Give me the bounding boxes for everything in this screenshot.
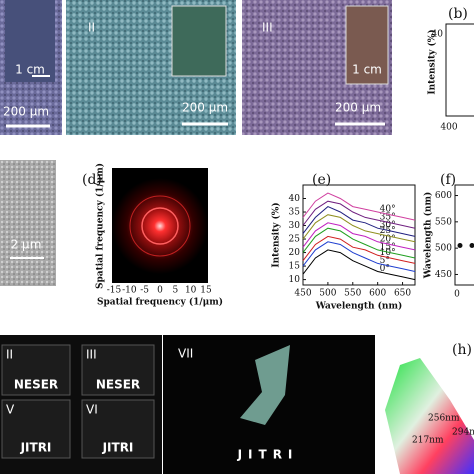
curve <box>302 222 416 251</box>
panel-label: (f) <box>440 172 456 188</box>
axis-label: Intensity (%) <box>271 202 282 267</box>
x-tick-label: 5 <box>172 286 178 296</box>
scale-label: 1 cm <box>15 63 45 77</box>
x-tick-label: 650 <box>394 289 411 299</box>
x-tick-label: -10 <box>122 286 137 296</box>
plot-frame <box>454 184 474 286</box>
y-tick-label: 550 <box>435 217 452 227</box>
plot-frame <box>445 23 474 117</box>
scale-label: 200 μm <box>182 101 228 115</box>
x-tick-label: 600 <box>369 289 386 299</box>
logo-photos: II NESER III NESER V JITRI VI JITRI VII JITRI <box>1 344 299 462</box>
curve <box>302 200 416 229</box>
point <box>457 243 463 249</box>
logo-photo <box>81 344 155 396</box>
scale-label: 1 cm <box>352 63 382 77</box>
curve-label: 35° <box>380 213 396 223</box>
sem-image <box>0 160 56 286</box>
x-tick-label: 0 <box>454 290 460 300</box>
logo-photo <box>1 399 71 459</box>
curve-label: 25° <box>380 226 396 236</box>
y-tick-label: 20 <box>289 248 301 258</box>
curve-label: 10° <box>380 248 396 258</box>
curve <box>302 235 416 264</box>
panel-label: (d) <box>82 172 102 188</box>
x-tick-label: 550 <box>344 289 361 299</box>
sample-photo <box>345 5 389 85</box>
fft-pattern <box>112 178 208 274</box>
curve <box>302 214 416 243</box>
annotation: 294nm <box>452 428 474 438</box>
logo-text: NESER <box>96 378 140 392</box>
curve-label: 20° <box>380 234 396 244</box>
panel-label: V <box>6 403 15 417</box>
panel-label: (h) <box>452 342 472 358</box>
panel-label: II <box>6 348 13 362</box>
panel-label: III <box>262 21 273 35</box>
annotation: 256nm <box>428 414 460 424</box>
axis-label: Spatial frequency (1/μm) <box>97 297 223 308</box>
curve <box>302 227 416 259</box>
scale-label: 200 μm <box>335 101 381 115</box>
curve-label: 30° <box>380 221 396 231</box>
x-tick-label: 400 <box>440 123 457 133</box>
axis-label: Intensity (%) <box>427 29 438 94</box>
x-tick-label: 0 <box>157 286 163 296</box>
curve-label: 5° <box>380 256 390 266</box>
y-tick-label: 40 <box>289 194 301 204</box>
curve <box>302 241 416 272</box>
axis-label: Wavelength (nm) <box>315 301 403 312</box>
scale-label: 2 μm <box>11 238 42 252</box>
y-tick-label: 25 <box>289 235 301 245</box>
y-tick-label: 40 <box>432 30 444 40</box>
curve-label: 15° <box>380 242 396 252</box>
logo-photo <box>81 399 155 459</box>
cie-gamut <box>385 358 474 474</box>
logo-text: JITRI <box>102 441 134 455</box>
annotation: 217nm <box>412 436 444 446</box>
panel-label: III <box>86 348 97 362</box>
axis-label: Spatial frequency (1/μm) <box>95 163 106 289</box>
x-tick-label: 10 <box>185 286 197 296</box>
scale-label: 200 μm <box>3 105 49 119</box>
point <box>469 243 474 249</box>
logo-text: JITRI <box>237 448 299 462</box>
x-tick-label: 500 <box>319 289 336 299</box>
curve <box>302 192 416 221</box>
fft-ring <box>129 195 191 257</box>
annotations: 256nm 294nm 217nm <box>412 414 474 446</box>
panel-label: VI <box>86 403 98 417</box>
logo-shape <box>240 345 290 425</box>
panel-label: II <box>88 21 95 35</box>
curve <box>302 206 416 237</box>
x-tick-label: 450 <box>294 289 311 299</box>
logo-text: JITRI <box>20 441 52 455</box>
curve-label: 40° <box>380 205 396 215</box>
y-tick-label: 10 <box>289 275 301 285</box>
panel-label: (e) <box>312 172 331 188</box>
panel-label: VII <box>178 347 193 361</box>
logo-text: NESER <box>14 378 58 392</box>
fft-ring <box>141 207 179 245</box>
y-tick-label: 15 <box>289 262 301 272</box>
x-tick-label: 15 <box>200 286 212 296</box>
y-tick-label: 500 <box>435 244 452 254</box>
plot-frame <box>302 184 416 286</box>
curve-label: 0° <box>380 264 390 274</box>
y-tick-label: 600 <box>435 191 452 201</box>
y-tick-label: 450 <box>435 270 452 280</box>
y-tick-label: 35 <box>289 208 301 218</box>
x-tick-label: -5 <box>140 286 149 296</box>
x-tick-label: -15 <box>107 286 122 296</box>
curve <box>302 249 416 281</box>
sample-photo <box>5 0 55 82</box>
axis-label: Wavelength (nm) <box>423 192 434 280</box>
y-tick-label: 30 <box>289 221 301 231</box>
panel-label: (b) <box>448 6 468 22</box>
sample-photo <box>171 5 227 77</box>
logo-photo <box>1 344 71 396</box>
